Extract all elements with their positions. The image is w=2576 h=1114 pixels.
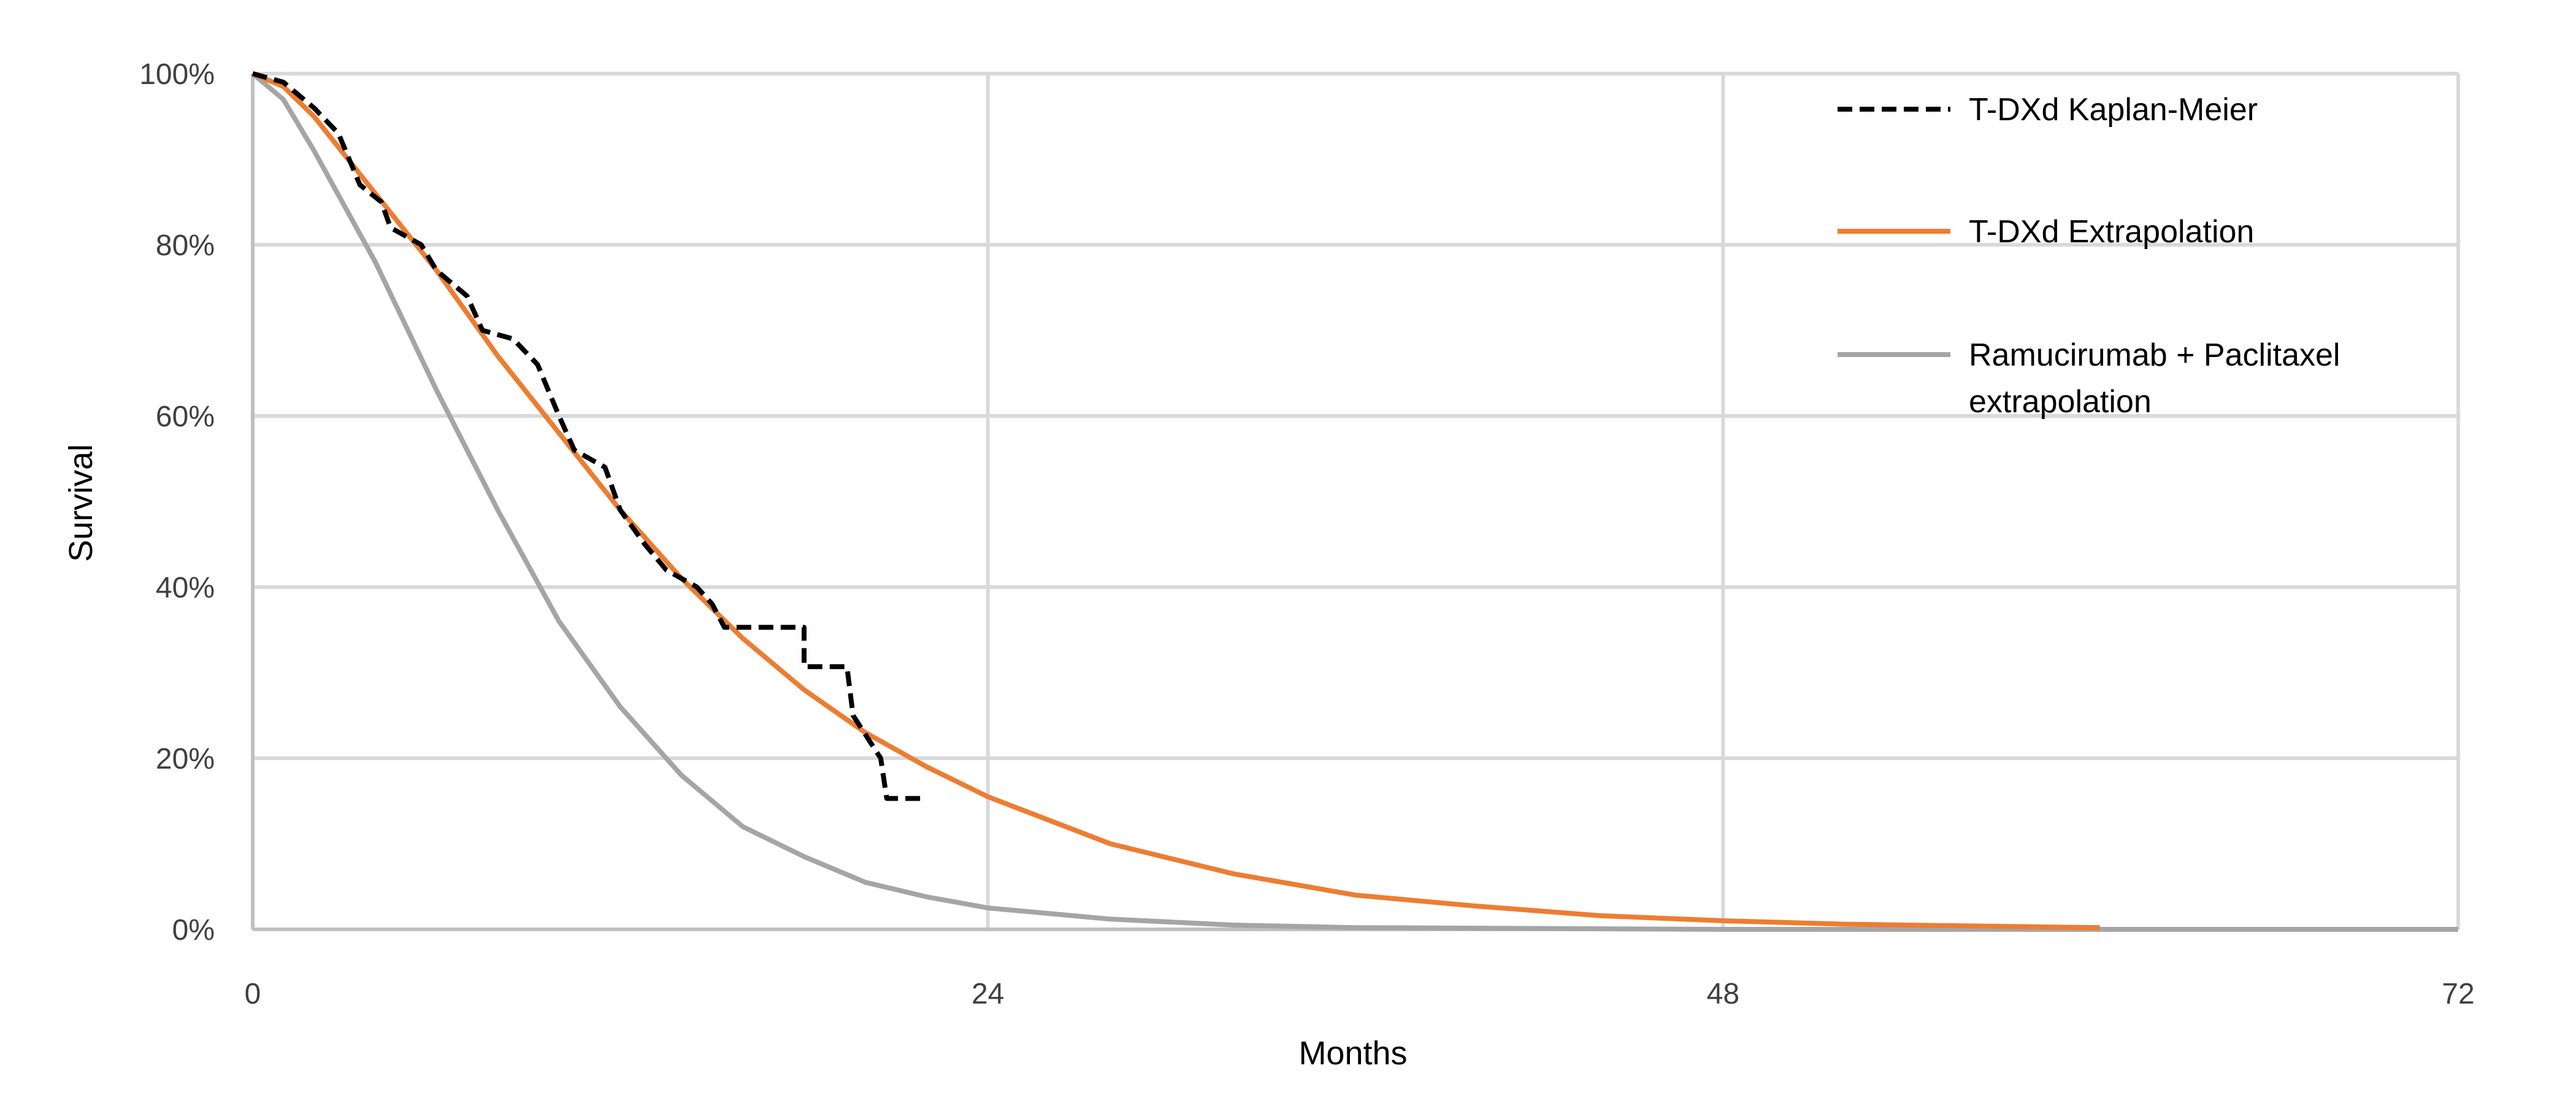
y-tick-labels: 0% 20% 40% 60% 80% 100% <box>139 58 215 947</box>
x-tick-label: 48 <box>1707 978 1739 1010</box>
x-tick-labels: 0 24 48 72 <box>245 978 2475 1010</box>
tdxd-extrapolation-curve <box>251 71 2100 931</box>
x-axis-label: Months <box>1298 1035 1407 1072</box>
y-axis-label: Survival <box>63 444 99 562</box>
y-tick-label: 20% <box>156 743 215 775</box>
legend: T-DXd Kaplan-Meier T-DXd Extrapolation R… <box>1838 92 2340 420</box>
km-curve <box>251 71 924 801</box>
gridlines <box>251 72 2460 931</box>
x-tick-label: 24 <box>972 978 1004 1010</box>
ram-pac-extrapolation-curve <box>251 71 2458 932</box>
y-tick-label: 40% <box>156 572 215 604</box>
legend-label-ram-pac-line2: extrapolation <box>1969 384 2152 420</box>
legend-label-tdxd-extrapolation: T-DXd Extrapolation <box>1969 214 2254 250</box>
series-lines <box>251 71 2458 932</box>
legend-label-ram-pac-line1: Ramucirumab + Paclitaxel <box>1969 337 2340 373</box>
legend-label-km: T-DXd Kaplan-Meier <box>1969 92 2258 128</box>
y-tick-label: 80% <box>156 229 215 262</box>
x-tick-label: 72 <box>2442 978 2474 1010</box>
y-tick-label: 60% <box>156 401 215 433</box>
y-tick-label: 100% <box>139 58 215 91</box>
y-tick-label: 0% <box>172 914 215 947</box>
x-tick-label: 0 <box>245 978 261 1010</box>
